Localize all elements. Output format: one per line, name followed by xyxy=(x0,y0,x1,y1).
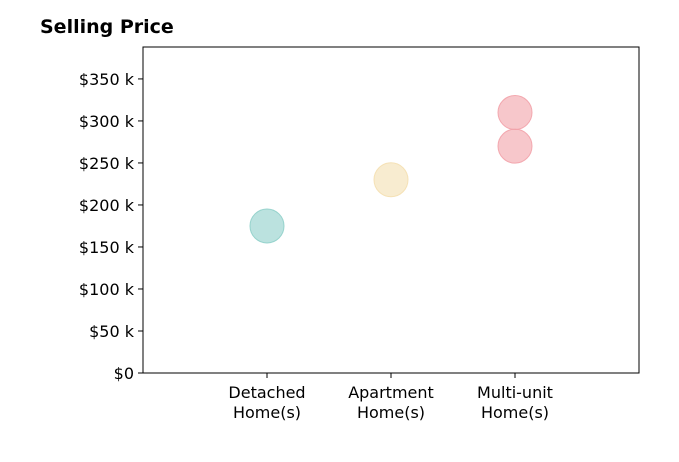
x-tick-label-line: Home(s) xyxy=(357,403,425,422)
x-tick-label-line: Detached xyxy=(228,383,305,402)
y-tick-label: $350 k xyxy=(79,70,135,89)
x-tick-label-line: Apartment xyxy=(348,383,434,402)
y-tick-label: $300 k xyxy=(79,112,135,131)
y-tick-label: $200 k xyxy=(79,196,135,215)
x-tick-label-line: Home(s) xyxy=(233,403,301,422)
y-tick-label: $150 k xyxy=(79,238,135,257)
plot-area-frame xyxy=(142,46,640,374)
scatter-point xyxy=(497,128,533,164)
scatter-point xyxy=(249,208,285,244)
x-tick-label: Detached Home(s) xyxy=(228,383,305,422)
x-tick-label: Apartment Home(s) xyxy=(348,383,434,422)
x-tick-label-line: Home(s) xyxy=(481,403,549,422)
x-tick-label-line: Multi-unit xyxy=(477,383,553,402)
scatter-point xyxy=(497,95,533,131)
y-tick-label: $0 xyxy=(114,364,134,383)
y-tick-label: $50 k xyxy=(89,322,135,341)
y-tick-label: $250 k xyxy=(79,154,135,173)
scatter-point xyxy=(373,162,409,198)
chart-title: Selling Price xyxy=(40,16,174,38)
x-tick-label: Multi-unit Home(s) xyxy=(477,383,553,422)
y-tick-label: $100 k xyxy=(79,280,135,299)
